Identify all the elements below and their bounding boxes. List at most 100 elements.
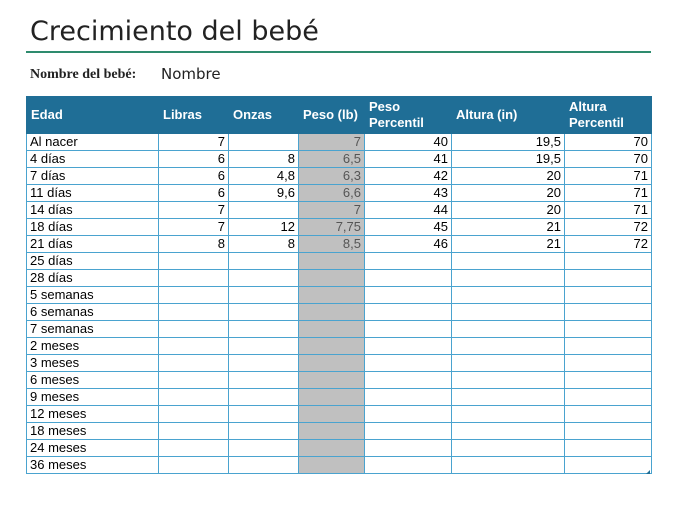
col-header-altura[interactable]: Altura (in) <box>451 96 565 134</box>
onzas-cell[interactable] <box>228 320 299 338</box>
altura-percentil-cell[interactable]: 70 <box>564 133 652 151</box>
peso-percentil-cell[interactable]: 42 <box>364 167 452 185</box>
altura-percentil-cell[interactable] <box>564 422 652 440</box>
altura-cell[interactable]: 19,5 <box>451 150 565 168</box>
altura-cell[interactable]: 21 <box>451 218 565 236</box>
onzas-cell[interactable] <box>228 405 299 423</box>
peso-percentil-cell[interactable] <box>364 439 452 457</box>
altura-cell[interactable]: 20 <box>451 167 565 185</box>
altura-cell[interactable] <box>451 286 565 304</box>
col-header-edad[interactable]: Edad <box>26 96 159 134</box>
altura-percentil-cell[interactable] <box>564 388 652 406</box>
altura-percentil-cell[interactable] <box>564 252 652 270</box>
peso-cell[interactable] <box>298 456 365 474</box>
peso-cell[interactable] <box>298 320 365 338</box>
altura-percentil-cell[interactable] <box>564 354 652 372</box>
altura-percentil-cell[interactable]: 71 <box>564 201 652 219</box>
peso-cell[interactable]: 7 <box>298 133 365 151</box>
onzas-cell[interactable] <box>228 354 299 372</box>
onzas-cell[interactable]: 4,8 <box>228 167 299 185</box>
altura-cell[interactable] <box>451 252 565 270</box>
altura-percentil-cell[interactable] <box>564 303 652 321</box>
libras-cell[interactable]: 7 <box>158 133 229 151</box>
edad-cell[interactable]: 28 días <box>26 269 159 287</box>
edad-cell[interactable]: 4 días <box>26 150 159 168</box>
onzas-cell[interactable] <box>228 456 299 474</box>
peso-cell[interactable]: 6,6 <box>298 184 365 202</box>
libras-cell[interactable] <box>158 252 229 270</box>
peso-percentil-cell[interactable] <box>364 388 452 406</box>
libras-cell[interactable]: 6 <box>158 167 229 185</box>
libras-cell[interactable] <box>158 303 229 321</box>
altura-cell[interactable] <box>451 354 565 372</box>
edad-cell[interactable]: 24 meses <box>26 439 159 457</box>
edad-cell[interactable]: 18 meses <box>26 422 159 440</box>
edad-cell[interactable]: 21 días <box>26 235 159 253</box>
onzas-cell[interactable] <box>228 422 299 440</box>
altura-percentil-cell[interactable] <box>564 337 652 355</box>
peso-percentil-cell[interactable]: 44 <box>364 201 452 219</box>
col-header-peso-percentil[interactable]: Peso Percentil <box>364 96 452 134</box>
onzas-cell[interactable]: 8 <box>228 150 299 168</box>
libras-cell[interactable]: 8 <box>158 235 229 253</box>
altura-percentil-cell[interactable] <box>564 286 652 304</box>
onzas-cell[interactable] <box>228 371 299 389</box>
peso-percentil-cell[interactable]: 45 <box>364 218 452 236</box>
peso-percentil-cell[interactable] <box>364 269 452 287</box>
peso-percentil-cell[interactable]: 46 <box>364 235 452 253</box>
libras-cell[interactable]: 7 <box>158 218 229 236</box>
altura-percentil-cell[interactable] <box>564 371 652 389</box>
peso-cell[interactable] <box>298 286 365 304</box>
peso-cell[interactable] <box>298 337 365 355</box>
edad-cell[interactable]: 6 meses <box>26 371 159 389</box>
edad-cell[interactable]: 14 días <box>26 201 159 219</box>
onzas-cell[interactable] <box>228 201 299 219</box>
edad-cell[interactable]: 2 meses <box>26 337 159 355</box>
onzas-cell[interactable] <box>228 303 299 321</box>
peso-percentil-cell[interactable] <box>364 371 452 389</box>
edad-cell[interactable]: 12 meses <box>26 405 159 423</box>
onzas-cell[interactable] <box>228 269 299 287</box>
peso-percentil-cell[interactable] <box>364 354 452 372</box>
altura-percentil-cell[interactable] <box>564 439 652 457</box>
libras-cell[interactable]: 7 <box>158 201 229 219</box>
col-header-altura-percentil[interactable]: Altura Percentil <box>564 96 652 134</box>
libras-cell[interactable] <box>158 354 229 372</box>
edad-cell[interactable]: 7 semanas <box>26 320 159 338</box>
altura-percentil-cell[interactable] <box>564 456 652 474</box>
altura-cell[interactable] <box>451 405 565 423</box>
altura-cell[interactable]: 20 <box>451 201 565 219</box>
edad-cell[interactable]: 3 meses <box>26 354 159 372</box>
altura-percentil-cell[interactable] <box>564 269 652 287</box>
altura-cell[interactable] <box>451 303 565 321</box>
table-resize-handle[interactable] <box>646 470 650 474</box>
peso-cell[interactable] <box>298 371 365 389</box>
altura-cell[interactable]: 20 <box>451 184 565 202</box>
peso-percentil-cell[interactable]: 43 <box>364 184 452 202</box>
altura-percentil-cell[interactable]: 70 <box>564 150 652 168</box>
peso-cell[interactable] <box>298 439 365 457</box>
peso-cell[interactable] <box>298 303 365 321</box>
edad-cell[interactable]: Al nacer <box>26 133 159 151</box>
onzas-cell[interactable]: 8 <box>228 235 299 253</box>
onzas-cell[interactable] <box>228 286 299 304</box>
onzas-cell[interactable] <box>228 133 299 151</box>
altura-percentil-cell[interactable] <box>564 405 652 423</box>
peso-percentil-cell[interactable] <box>364 286 452 304</box>
peso-percentil-cell[interactable] <box>364 337 452 355</box>
altura-cell[interactable] <box>451 456 565 474</box>
libras-cell[interactable] <box>158 405 229 423</box>
altura-percentil-cell[interactable]: 72 <box>564 235 652 253</box>
peso-cell[interactable] <box>298 252 365 270</box>
libras-cell[interactable]: 6 <box>158 150 229 168</box>
peso-cell[interactable]: 6,5 <box>298 150 365 168</box>
altura-cell[interactable]: 19,5 <box>451 133 565 151</box>
peso-percentil-cell[interactable]: 41 <box>364 150 452 168</box>
peso-cell[interactable] <box>298 269 365 287</box>
libras-cell[interactable] <box>158 269 229 287</box>
altura-cell[interactable] <box>451 422 565 440</box>
edad-cell[interactable]: 11 días <box>26 184 159 202</box>
altura-cell[interactable] <box>451 320 565 338</box>
baby-name-field[interactable]: Nombre <box>161 65 221 83</box>
libras-cell[interactable] <box>158 286 229 304</box>
